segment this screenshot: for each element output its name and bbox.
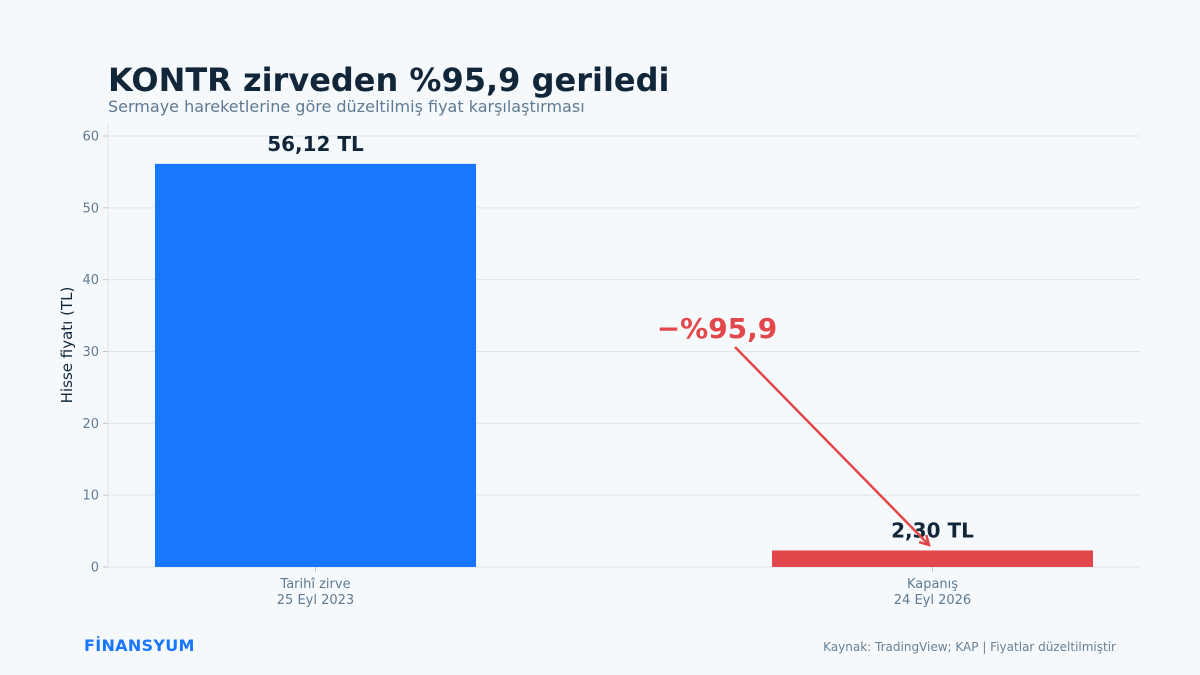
data-label: 2,30 TL [891, 518, 974, 542]
data-label: 56,12 TL [267, 132, 364, 156]
source-note: Kaynak: TradingView; KAP | Fiyatlar düze… [823, 640, 1116, 654]
chart-title: KONTR zirveden %95,9 geriledi [108, 61, 670, 99]
chart-subtitle: Sermaye hareketlerine göre düzeltilmiş f… [108, 97, 585, 116]
y-tick-label: 30 [82, 345, 99, 360]
x-tick-label: 25 Eyl 2023 [277, 593, 354, 608]
y-tick-label: 20 [82, 417, 99, 432]
x-tick-label: Tarihî zirve [279, 577, 350, 592]
y-tick-label: 0 [91, 561, 99, 576]
annotation-arrow [734, 346, 929, 545]
x-tick-label: 24 Eyl 2026 [894, 593, 971, 608]
y-tick-label: 40 [82, 273, 99, 288]
y-tick-label: 60 [82, 130, 99, 145]
brand-logo-text: FİNANSYUM [84, 636, 195, 655]
annotation-label: −%95,9 [657, 312, 778, 345]
y-tick-label: 50 [82, 201, 99, 216]
bar-close [772, 550, 1093, 567]
bar-peak [155, 163, 476, 567]
y-axis-title: Hisse fiyatı (TL) [58, 287, 76, 404]
x-tick-label: Kapanış [907, 577, 958, 592]
y-tick-label: 10 [82, 489, 99, 504]
